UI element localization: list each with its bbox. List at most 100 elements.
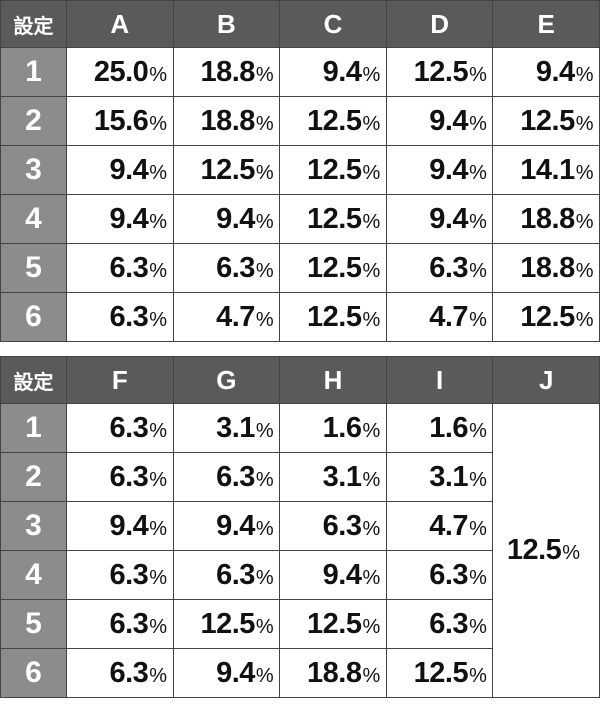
value-cell: 9.4%	[492, 47, 600, 97]
percent-sign: %	[362, 419, 380, 442]
percent-sign: %	[255, 259, 274, 282]
value: 6.3	[216, 460, 255, 493]
value: 18.8	[200, 55, 255, 88]
table-row: 3 9.4% 12.5% 12.5% 9.4% 14.1%	[0, 145, 600, 195]
value: 25.0	[93, 55, 149, 88]
percent-sign: %	[362, 63, 380, 86]
value-cell: 12.5%	[279, 145, 387, 195]
table-row: 4 6.3% 6.3% 9.4% 6.3%	[0, 550, 600, 600]
value: 12.5	[506, 534, 562, 566]
value: 14.1	[520, 153, 575, 186]
value: 9.4	[216, 509, 255, 542]
column-header-j: J	[492, 356, 600, 404]
value: 1.6	[322, 411, 362, 444]
value: 18.8	[520, 202, 575, 235]
value: 12.5	[307, 607, 362, 640]
percent-sign: %	[149, 517, 167, 540]
percent-sign: %	[469, 566, 487, 589]
value: 9.4	[322, 55, 362, 88]
value: 6.3	[216, 558, 255, 591]
value: 9.4	[109, 509, 149, 542]
value-cell: 6.3%	[66, 403, 174, 453]
setting-label: 2	[0, 96, 67, 146]
percent-sign: %	[362, 161, 380, 184]
value: 12.5	[307, 202, 362, 235]
column-header-i: I	[385, 356, 494, 404]
probability-table-a-e: 設定 A B C D E 1 25.0% 18.8% 9.4% 12.5% 9.4% 2 15.6% 18…	[0, 0, 600, 342]
value: 12.5	[307, 251, 362, 284]
value-cell: 12.5%	[492, 292, 600, 342]
value: 6.3	[429, 607, 469, 640]
setting-label: 6	[0, 292, 67, 342]
value: 6.3	[109, 411, 149, 444]
percent-sign: %	[575, 259, 594, 282]
value: 18.8	[200, 104, 255, 137]
percent-sign: %	[469, 161, 487, 184]
value-cell: 18.8%	[172, 47, 281, 97]
percent-sign: %	[469, 210, 487, 233]
value-cell: 6.3%	[66, 292, 174, 342]
percent-sign: %	[575, 63, 594, 86]
value-cell: 9.4%	[66, 145, 174, 195]
percent-sign: %	[255, 161, 274, 184]
value-cell: 3.1%	[279, 452, 387, 502]
column-header-h: H	[279, 356, 387, 404]
percent-sign: %	[362, 210, 380, 233]
value-cell: 6.3%	[66, 648, 174, 698]
value-cell: 9.4%	[66, 194, 174, 244]
value-cell: 6.3%	[172, 243, 281, 293]
percent-sign: %	[362, 468, 380, 491]
value-cell: 12.5%	[172, 145, 281, 195]
value-cell: 12.5%	[279, 599, 387, 649]
setting-header: 設定	[0, 0, 67, 48]
percent-sign: %	[362, 664, 380, 687]
value: 9.4	[429, 202, 469, 235]
table-row: 3 9.4% 9.4% 6.3% 4.7%	[0, 501, 600, 551]
value-cell: 12.5%	[385, 648, 494, 698]
setting-label: 4	[0, 194, 67, 244]
table-row: 5 6.3% 12.5% 12.5% 6.3%	[0, 599, 600, 649]
percent-sign: %	[149, 161, 167, 184]
percent-sign: %	[562, 542, 580, 564]
column-header-f: F	[66, 356, 174, 404]
percent-sign: %	[255, 615, 274, 638]
probability-table-f-j: 設定 F G H I J 1 6.3% 3.1% 1.6% 1.6% 12.5% 2 6.3% 6.3% 3…	[0, 356, 600, 698]
value: 9.4	[535, 55, 575, 88]
value: 4.7	[429, 300, 469, 333]
value-cell: 6.3%	[66, 550, 174, 600]
value: 4.7	[429, 509, 469, 542]
value: 9.4	[109, 202, 149, 235]
value-cell: 15.6%	[66, 96, 174, 146]
value-cell: 14.1%	[492, 145, 600, 195]
percent-sign: %	[149, 468, 167, 491]
percent-sign: %	[469, 468, 487, 491]
value-cell: 12.5%	[279, 96, 387, 146]
value-cell: 9.4%	[279, 47, 387, 97]
value: 18.8	[520, 251, 575, 284]
percent-sign: %	[362, 259, 380, 282]
setting-label: 1	[0, 47, 67, 97]
percent-sign: %	[469, 664, 487, 687]
value-cell: 9.4%	[385, 96, 494, 146]
value-cell: 9.4%	[172, 648, 281, 698]
value: 3.1	[322, 460, 362, 493]
percent-sign: %	[575, 112, 594, 135]
value-cell: 12.5%	[385, 47, 494, 97]
column-header-g: G	[172, 356, 281, 404]
value: 12.5	[200, 607, 255, 640]
percent-sign: %	[362, 517, 380, 540]
value: 3.1	[429, 460, 469, 493]
percent-sign: %	[255, 566, 274, 589]
value: 6.3	[109, 300, 149, 333]
value: 12.5	[520, 300, 575, 333]
table-row: 1 25.0% 18.8% 9.4% 12.5% 9.4%	[0, 47, 600, 97]
percent-sign: %	[362, 566, 380, 589]
value-cell: 6.3%	[172, 550, 281, 600]
value-cell: 6.3%	[66, 243, 174, 293]
value-cell: 18.8%	[279, 648, 387, 698]
value-cell: 12.5%	[279, 292, 387, 342]
value-cell: 18.8%	[492, 194, 600, 244]
table-row: 6 6.3% 9.4% 18.8% 12.5%	[0, 648, 600, 698]
percent-sign: %	[255, 517, 274, 540]
value-cell: 9.4%	[279, 550, 387, 600]
